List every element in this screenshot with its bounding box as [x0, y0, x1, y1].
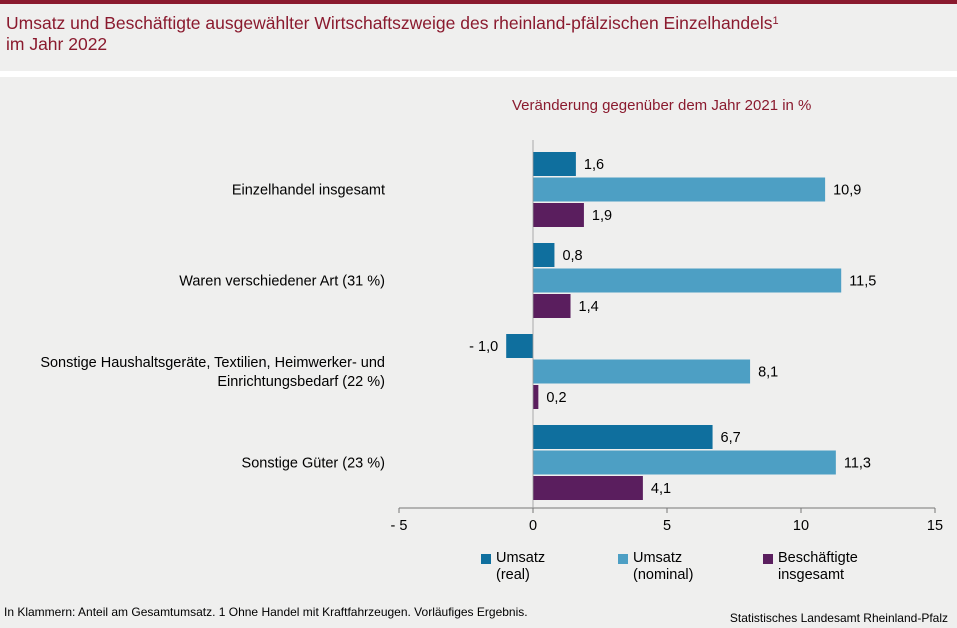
- bar-value-label: 0,8: [562, 248, 582, 264]
- chart-subtitle-text: Veränderung gegenüber dem Jahr 2021 in %: [512, 97, 812, 114]
- bar: [533, 152, 576, 176]
- bar-value-label: 0,2: [546, 390, 566, 406]
- title-separator: [0, 71, 957, 77]
- x-tick-label: 15: [927, 518, 943, 534]
- bar: [533, 268, 842, 293]
- x-tick-label: 10: [793, 518, 809, 534]
- x-tick-label: 5: [663, 518, 671, 534]
- bar-value-label: 8,1: [758, 365, 778, 381]
- bar: [533, 243, 555, 267]
- category-label-line: Sonstige Haushaltsgeräte, Textilien, Hei…: [40, 355, 385, 371]
- category-label-line: Waren verschiedener Art (31 %): [179, 274, 385, 290]
- legend-item: Umsatz (nominal): [618, 550, 693, 584]
- bar-value-label: 6,7: [721, 430, 741, 446]
- title-line-2: im Jahr 2022: [6, 34, 108, 54]
- bar-value-label: 11,3: [844, 456, 871, 472]
- bar-value-label: 1,6: [584, 157, 604, 173]
- bar: [533, 359, 751, 384]
- bar: [533, 294, 571, 318]
- legend-swatch: [763, 554, 773, 564]
- bar: [533, 203, 584, 227]
- bar-value-label: 10,9: [833, 183, 861, 199]
- bar-value-label: - 1,0: [469, 339, 498, 355]
- bar-value-label: 1,9: [592, 208, 612, 224]
- top-accent-bar: [0, 0, 957, 4]
- category-label: Waren verschiedener Art (31 %): [179, 274, 385, 290]
- x-tick-label: - 5: [391, 518, 408, 534]
- bar-value-label: 4,1: [651, 481, 671, 497]
- category-label-line: Sonstige Güter (23 %): [242, 456, 385, 472]
- footnote: In Klammern: Anteil am Gesamtumsatz. 1 O…: [4, 605, 528, 619]
- legend-swatch: [618, 554, 628, 564]
- bar-value-label: 1,4: [579, 299, 599, 315]
- legend-item: Beschäftigte insgesamt: [763, 550, 858, 584]
- bar: [533, 385, 539, 409]
- category-label: Sonstige Güter (23 %): [242, 456, 385, 472]
- legend-label: Umsatz (nominal): [633, 550, 694, 583]
- legend-item: Umsatz (real): [481, 550, 545, 584]
- page-title: Umsatz und Beschäftigte ausgewählter Wir…: [6, 13, 946, 55]
- bar: [533, 476, 643, 500]
- category-label: Einzelhandel insgesamt: [232, 183, 385, 199]
- category-label: Sonstige Haushaltsgeräte, Textilien, Hei…: [40, 355, 385, 390]
- title-footnote-marker: 1: [772, 15, 779, 27]
- x-tick-label: 0: [529, 518, 537, 534]
- bar: [533, 177, 826, 202]
- title-line-1: Umsatz und Beschäftigte ausgewählter Wir…: [6, 13, 773, 33]
- bar: [506, 334, 533, 358]
- source-credit: Statistisches Landesamt Rheinland-Pfalz: [729, 611, 948, 625]
- bar: [533, 450, 836, 475]
- bar-value-label: 11,5: [849, 274, 876, 290]
- legend-swatch: [481, 554, 491, 564]
- chart-legend: Umsatz (real) Umsatz (nominal) Beschäftigt…: [0, 550, 957, 590]
- legend-label: Beschäftigte insgesamt: [778, 550, 858, 583]
- category-label-line: Einrichtungsbedarf (22 %): [217, 374, 385, 390]
- category-label-line: Einzelhandel insgesamt: [232, 183, 385, 199]
- legend-label: Umsatz (real): [496, 550, 546, 583]
- bar: [533, 425, 713, 449]
